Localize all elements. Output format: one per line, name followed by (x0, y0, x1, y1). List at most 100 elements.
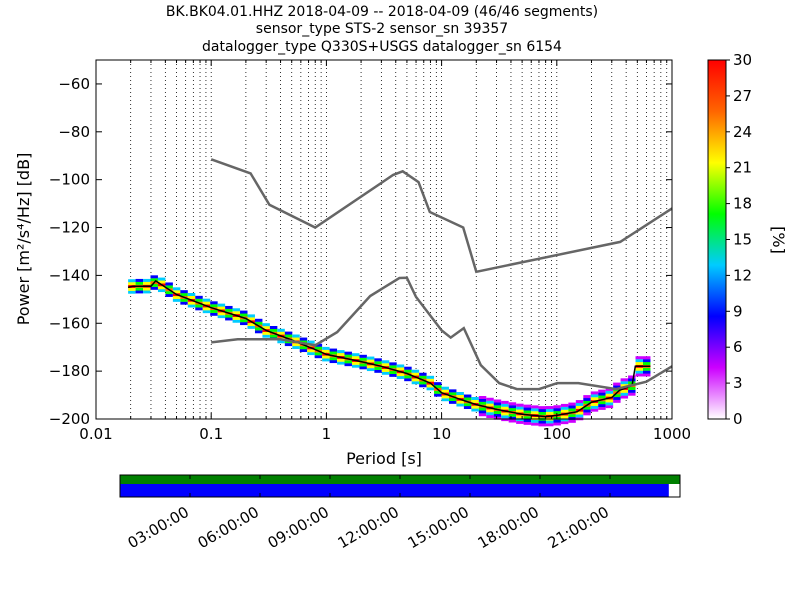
psd-cell (396, 373, 405, 377)
psd-cell (150, 286, 158, 290)
psd-cell (583, 412, 591, 416)
psd-cell (426, 378, 435, 382)
psd-cell (478, 401, 487, 405)
psd-cell (568, 419, 576, 423)
psd-cell (598, 401, 606, 405)
psd-cell (605, 405, 614, 409)
psd-cell (143, 281, 151, 285)
psd-cell (359, 363, 367, 367)
psd-cell (426, 384, 435, 388)
colorbar-tick-label: 9 (733, 302, 743, 320)
psd-mode-line (127, 279, 651, 418)
psd-cell (165, 291, 173, 295)
title-line-3: datalogger_type Q330S+USGS datalogger_sn… (202, 39, 562, 55)
psd-cell (195, 298, 203, 302)
psd-cell (583, 395, 591, 399)
psd-cell (620, 381, 629, 385)
psd-cell (292, 343, 300, 347)
data-availability-bar (120, 475, 680, 484)
psd-cell (486, 400, 494, 404)
psd-cell (322, 355, 330, 359)
psd-cell (523, 418, 532, 422)
psd-cell (620, 378, 629, 382)
psd-cell (538, 423, 546, 427)
psd-cell (165, 285, 173, 289)
psd-cell (202, 301, 211, 305)
psd-cell (590, 391, 599, 395)
psd-cell (568, 414, 576, 418)
psd-cell (545, 411, 554, 415)
psd-cell (195, 304, 203, 308)
colorbar-tick-label: 12 (733, 266, 752, 284)
psd-cell (292, 346, 300, 350)
psd-cell (642, 359, 651, 363)
psd-cell (590, 397, 599, 401)
psd-cell (642, 373, 651, 377)
psd-cell (493, 413, 502, 417)
psd-cell (613, 399, 621, 403)
psd-cell (329, 360, 338, 364)
psd-cell (463, 394, 472, 398)
time-tick-label: 06:00:00 (195, 503, 262, 552)
psd-cell (590, 408, 599, 412)
psd-cell (374, 366, 382, 370)
psd-cell (628, 389, 636, 393)
psd-cell (501, 418, 509, 422)
psd-cell (516, 409, 524, 413)
psd-cell (441, 395, 449, 399)
psd-cell (128, 290, 136, 294)
psd-cell (232, 316, 241, 320)
psd-cell (344, 363, 352, 367)
psd-cell (628, 392, 636, 396)
psd-cell (553, 408, 561, 412)
psd-cell (374, 369, 382, 373)
psd-cell (441, 389, 449, 393)
psd-cell (441, 386, 449, 390)
y-tick-label: −200 (49, 410, 90, 428)
colorbar: 0 3 6 9 12 15 18 21 24 27 30 [%] (707, 51, 788, 428)
psd-cell (478, 413, 487, 417)
psd-cell (620, 392, 629, 396)
psd-cell (411, 372, 420, 376)
psd-cell (620, 384, 629, 388)
psd-cell (337, 352, 345, 356)
psd-cell (150, 275, 158, 279)
psd-cell (172, 287, 181, 291)
psd-segments-bar (120, 484, 669, 497)
psd-cell (419, 372, 427, 376)
psd-cell (516, 418, 524, 422)
psd-cell (590, 402, 599, 406)
psd-cell (553, 422, 561, 426)
psd-cell (434, 385, 442, 389)
psd-cell (172, 290, 181, 294)
psd-cell (538, 420, 546, 424)
psd-cell (501, 415, 509, 419)
psd-cell (210, 304, 218, 308)
psd-cell (516, 403, 524, 407)
psd-cell (598, 395, 606, 399)
psd-cell (284, 334, 293, 338)
psd-cell (531, 408, 539, 412)
psd-cell (404, 375, 412, 379)
psd-cell (128, 279, 136, 283)
psd-cell (180, 290, 188, 294)
psd-cell (247, 317, 255, 321)
title-line-1: BK.BK04.01.HHZ 2018-04-09 -- 2018-04-09 … (166, 4, 598, 20)
psd-cell (165, 282, 173, 286)
psd-cell (262, 331, 270, 335)
psd-cell (269, 328, 278, 332)
x-axis-label: Period [s] (346, 449, 422, 468)
psd-cell (240, 313, 248, 317)
psd-cell (642, 367, 651, 371)
psd-cell (404, 366, 412, 370)
psd-cell (620, 395, 629, 399)
psd-cell (426, 387, 435, 391)
psd-cell (247, 325, 255, 329)
psd-cell (478, 410, 487, 414)
psd-cell (463, 403, 472, 407)
psd-cell (478, 396, 487, 400)
psd-cell (463, 406, 472, 410)
psd-cell (419, 381, 427, 385)
psd-cell (419, 384, 427, 388)
title-line-2: sensor_type STS-2 sensor_sn 39357 (256, 21, 508, 37)
